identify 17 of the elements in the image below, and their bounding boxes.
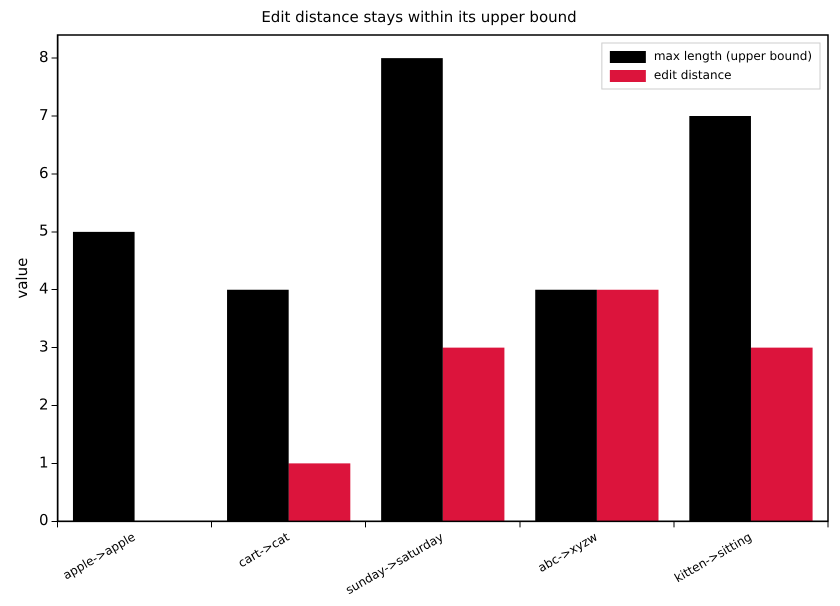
y-tick-label: 7 xyxy=(38,106,49,124)
y-tick-label: 6 xyxy=(38,164,49,182)
chart-title: Edit distance stays within its upper bound xyxy=(261,8,577,26)
y-tick-label: 1 xyxy=(38,453,49,472)
y-tick-label: 0 xyxy=(38,511,49,530)
y-tick-label: 8 xyxy=(38,48,49,66)
y-tick-label: 4 xyxy=(38,280,49,298)
y-axis-title: value xyxy=(12,258,31,299)
y-tick-label: 3 xyxy=(38,338,49,356)
y-tick-label: 2 xyxy=(38,395,49,414)
bar xyxy=(442,348,504,521)
y-tick-label: 5 xyxy=(38,222,49,240)
bar xyxy=(288,463,350,521)
bar xyxy=(750,348,813,521)
bar xyxy=(596,290,658,521)
legend-label: edit distance xyxy=(654,68,732,82)
legend-label: max length (upper bound) xyxy=(654,49,812,64)
